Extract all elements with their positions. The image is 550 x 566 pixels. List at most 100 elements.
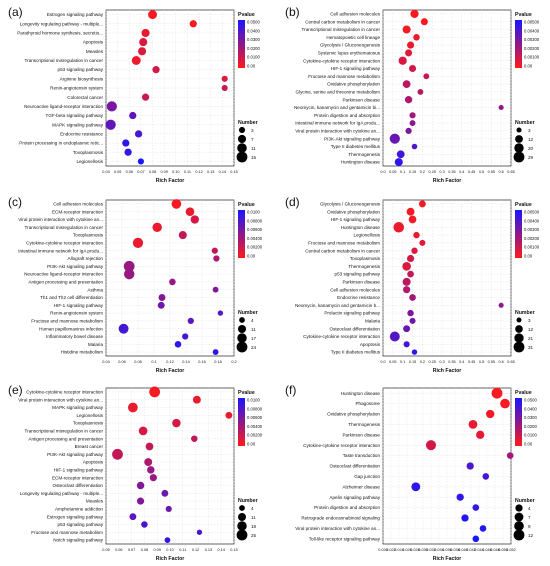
x-tick-label: 0.3: [439, 170, 444, 174]
x-tick-label: 0.14: [219, 170, 226, 174]
data-point: [141, 93, 150, 101]
data-point: [131, 56, 141, 65]
data-point: [402, 261, 411, 271]
y-tick-label: Parkinson disease: [342, 280, 380, 285]
y-tick-label: PI3K-Akt signaling pathway: [47, 264, 104, 269]
x-tick-label: 0.6: [499, 170, 504, 174]
y-tick-label: Viral protein interaction with cytokine …: [18, 397, 103, 402]
y-tick-label: Parkinson disease: [342, 97, 380, 102]
data-point: [411, 482, 421, 492]
color-tick-label: 0.0400: [524, 406, 537, 411]
y-tick-label: Oxidative phosphorylation: [327, 412, 380, 417]
data-point: [482, 473, 490, 480]
x-axis-title: Rich Factor: [156, 178, 185, 184]
y-tick-label: HIF-1 signaling pathway: [54, 468, 104, 473]
y-tick-label: Prolactin signaling pathway: [324, 311, 380, 316]
x-tick-label: 0.052: [506, 548, 516, 552]
y-tick-label: Oxidative phosphorylation: [327, 82, 380, 87]
data-point: [389, 133, 400, 144]
x-tick-label: 0.12: [166, 360, 173, 364]
data-point: [122, 139, 130, 147]
data-point: [402, 277, 411, 286]
data-point: [149, 386, 161, 398]
size-legend-dot: [514, 333, 524, 343]
y-tick-label: Type II diabetes mellitus: [331, 144, 381, 149]
y-tick-label: Legionellosis: [76, 413, 103, 418]
color-legend-title: Pvalue: [515, 12, 532, 18]
size-legend-title: Number: [238, 310, 258, 316]
size-legend-dot: [515, 325, 523, 333]
color-tick-label: 0.0500: [524, 398, 537, 403]
color-tick-label: 0.00300: [524, 37, 540, 42]
data-point: [409, 112, 416, 119]
x-tick-label: 0.13: [205, 548, 212, 552]
x-tick-label: 0.036: [442, 548, 452, 552]
x-tick-label: 0.020: [378, 548, 388, 552]
x-tick-label: 0.12: [195, 170, 202, 174]
y-tick-label: Apelin signaling pathway: [329, 495, 380, 500]
color-tick-label: 0.00600: [247, 415, 263, 420]
y-tick-label: Estrogen signaling pathway: [47, 514, 104, 519]
y-tick-label: Histidine metabolism: [61, 350, 104, 355]
size-legend-dot: [237, 324, 247, 334]
data-point: [172, 418, 181, 428]
y-tick-label: ECM-receptor interaction: [52, 209, 104, 214]
data-point: [420, 18, 428, 26]
y-tick-label: Malaria: [88, 342, 104, 347]
y-tick-label: Renin-angiotensin system: [50, 86, 103, 91]
data-point: [141, 28, 150, 38]
y-tick-label: Endocrine resistance: [60, 131, 103, 136]
x-tick-label: 0.6: [499, 360, 504, 364]
y-tick-label: Central carbon metabolism in cancer: [305, 248, 380, 253]
size-legend-label: 18: [251, 524, 257, 529]
data-point: [389, 331, 400, 342]
color-tick-label: 0.00: [247, 254, 256, 259]
data-point: [403, 286, 411, 294]
x-tick-label: 0.0: [380, 170, 385, 174]
data-point: [419, 239, 426, 246]
y-tick-label: Hematopoietic cell lineage: [326, 35, 380, 40]
data-point: [164, 537, 171, 543]
y-tick-label: Transcriptional misregulation in cancer: [302, 27, 381, 32]
x-tick-label: 0.55: [488, 360, 495, 364]
color-tick-label: 0.0300: [524, 415, 537, 420]
panel-b: (b) 0.0 0.05 0.1 0.15 0.2 0.25 0.3 0.35 0.4 0.45 0.…: [285, 5, 540, 184]
color-tick-label: 0.00200: [524, 46, 540, 51]
x-tick-label: 0.09: [160, 170, 167, 174]
color-tick-label: 0.0100: [524, 433, 537, 438]
x-tick-label: 0.028: [410, 548, 420, 552]
data-point: [405, 127, 412, 135]
size-legend-dot: [238, 513, 246, 521]
data-point: [148, 10, 157, 20]
x-tick-label: 0.65: [507, 170, 514, 174]
size-legend-dot: [515, 504, 523, 512]
x-tick-label: 0.1: [400, 360, 405, 364]
y-tick-label: Apoptosis: [360, 342, 381, 347]
y-tick-label: Malaria: [365, 319, 381, 324]
y-tick-label: Alzheimer disease: [342, 484, 380, 489]
color-tick-label: 0.00200: [247, 433, 263, 438]
data-point: [408, 215, 417, 224]
x-tick-label: 0.55: [488, 170, 495, 174]
x-tick-label: 0.5: [479, 360, 484, 364]
y-tick-label: Antigen processing and presentation: [28, 280, 103, 285]
data-point: [124, 148, 132, 156]
x-tick-label: 0.14: [182, 360, 189, 364]
color-bar: [515, 20, 522, 68]
y-tick-label: Huntington disease: [341, 225, 381, 230]
size-legend-dot: [236, 151, 248, 163]
x-tick-label: 0.4: [459, 360, 464, 364]
x-tick-label: 0.15: [230, 548, 237, 552]
y-tick-label: p53 signaling pathway: [58, 67, 104, 72]
data-point: [411, 247, 418, 254]
x-tick-label: 0.15: [409, 170, 416, 174]
y-tick-label: Protein digestion and absorption: [314, 505, 380, 510]
y-tick-label: Measles: [86, 49, 104, 54]
size-legend-label: 11: [251, 327, 256, 332]
data-point: [157, 301, 165, 309]
data-point: [479, 525, 487, 532]
data-point: [221, 84, 228, 92]
panel-a: (a) 0.04 0.05 0.06 0.07 0.08 0.09 0.10 0.11 0.12 0…: [8, 5, 260, 184]
color-tick-label: 0.00500: [524, 20, 540, 25]
size-legend-label: 29: [528, 155, 534, 160]
